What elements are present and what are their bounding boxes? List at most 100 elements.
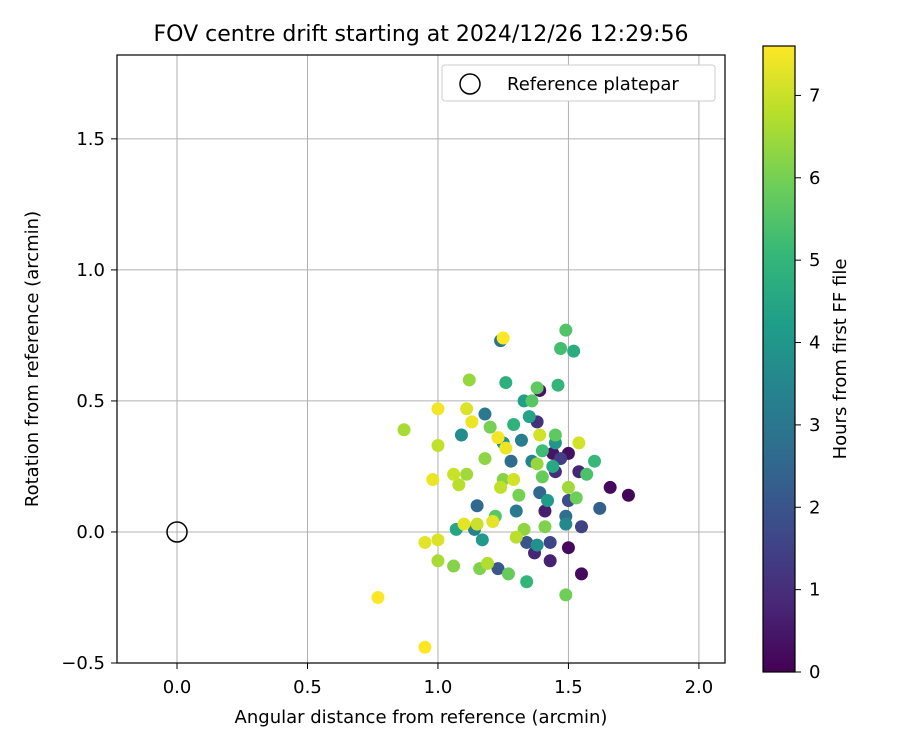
data-point — [535, 470, 549, 484]
y-tick-label: −0.5 — [61, 653, 105, 674]
data-point — [525, 394, 539, 408]
data-point — [533, 428, 547, 442]
data-point — [457, 517, 471, 531]
data-point — [512, 488, 526, 502]
data-point — [561, 480, 575, 494]
data-point — [460, 402, 474, 416]
chart-title: FOV centre drift starting at 2024/12/26 … — [154, 22, 689, 47]
y-tick-label: 0.5 — [76, 391, 105, 412]
x-axis-ticks: 0.0 0.5 1.0 1.5 2.0 — [163, 663, 714, 698]
colorbar-tick-label: 5 — [809, 250, 820, 271]
data-point — [574, 567, 588, 581]
data-point — [462, 373, 476, 387]
colorbar-tick-label: 6 — [809, 168, 820, 189]
colorbar-tick-label: 2 — [809, 497, 820, 518]
data-point — [470, 517, 484, 531]
y-tick-label: 1.0 — [76, 260, 105, 281]
colorbar-tick-label: 1 — [809, 580, 820, 601]
data-point — [481, 556, 495, 570]
data-point — [530, 457, 544, 471]
colorbar-tick-label: 7 — [809, 85, 820, 106]
data-point — [567, 344, 581, 358]
data-point — [574, 520, 588, 534]
data-point — [551, 378, 565, 392]
legend-open-circle-icon — [459, 73, 481, 95]
data-point — [509, 530, 523, 544]
data-point — [452, 478, 466, 492]
data-point — [535, 444, 549, 458]
data-point — [509, 504, 523, 518]
data-point — [543, 554, 557, 568]
data-point — [478, 452, 492, 466]
data-point — [475, 533, 489, 547]
data-point — [431, 402, 445, 416]
data-point — [483, 420, 497, 434]
data-point — [504, 454, 518, 468]
data-point — [559, 323, 573, 337]
y-axis-ticks: −0.5 0.0 0.5 1.0 1.5 — [61, 129, 117, 674]
data-point — [530, 538, 544, 552]
data-point — [470, 499, 484, 513]
x-tick-label: 1.5 — [554, 677, 583, 698]
data-point — [507, 418, 521, 432]
data-point — [465, 415, 479, 429]
data-point — [559, 517, 573, 531]
data-point — [486, 514, 500, 528]
colorbar-tick-label: 0 — [809, 662, 820, 683]
y-tick-label: 0.0 — [76, 522, 105, 543]
data-point — [431, 438, 445, 452]
colorbar-tick-label: 4 — [809, 333, 820, 354]
data-point — [548, 428, 562, 442]
data-point — [426, 473, 440, 487]
data-point — [580, 467, 594, 481]
colorbar-label: Hours from first FF file — [830, 259, 851, 460]
data-point — [561, 541, 575, 555]
data-point — [499, 376, 513, 390]
data-point — [491, 431, 505, 445]
data-point — [538, 520, 552, 534]
data-point — [501, 567, 515, 581]
data-point — [541, 494, 555, 508]
data-point — [478, 407, 492, 421]
x-tick-label: 2.0 — [685, 677, 714, 698]
data-point — [543, 535, 557, 549]
grid-lines — [117, 55, 725, 664]
reference-platepar-marker — [166, 521, 188, 543]
data-point — [546, 459, 560, 473]
colorbar-tick-label: 3 — [809, 415, 820, 436]
legend-box — [441, 64, 716, 102]
data-point — [491, 562, 505, 576]
data-point — [397, 423, 411, 437]
colorbar-ticks: 0 1 2 3 4 5 6 7 — [795, 85, 820, 683]
data-point — [460, 467, 474, 481]
data-point — [520, 535, 534, 549]
data-point — [507, 473, 521, 487]
colorbar-gradient — [762, 45, 796, 673]
x-axis-label: Angular distance from reference (arcmin) — [235, 707, 608, 728]
data-point — [554, 342, 568, 356]
data-point — [496, 331, 510, 345]
data-point — [569, 491, 583, 505]
x-tick-label: 0.5 — [293, 677, 322, 698]
x-tick-label: 1.0 — [424, 677, 453, 698]
data-point — [371, 590, 385, 604]
data-point — [520, 575, 534, 589]
data-point — [514, 433, 528, 447]
data-point — [593, 501, 607, 515]
y-tick-label: 1.5 — [76, 129, 105, 150]
legend: Reference platepar — [441, 64, 716, 102]
data-point — [447, 559, 461, 573]
colorbar: 0 1 2 3 4 5 6 7 Hours from first FF file — [762, 45, 851, 683]
data-point — [418, 535, 432, 549]
data-point — [454, 428, 468, 442]
data-point — [499, 441, 513, 455]
data-points — [371, 323, 635, 654]
data-point — [530, 381, 544, 395]
legend-label: Reference platepar — [507, 74, 679, 95]
data-point — [418, 640, 432, 654]
data-point — [572, 436, 586, 450]
data-point — [431, 533, 445, 547]
data-point — [621, 488, 635, 502]
y-axis-label: Rotation from reference (arcmin) — [22, 211, 43, 507]
